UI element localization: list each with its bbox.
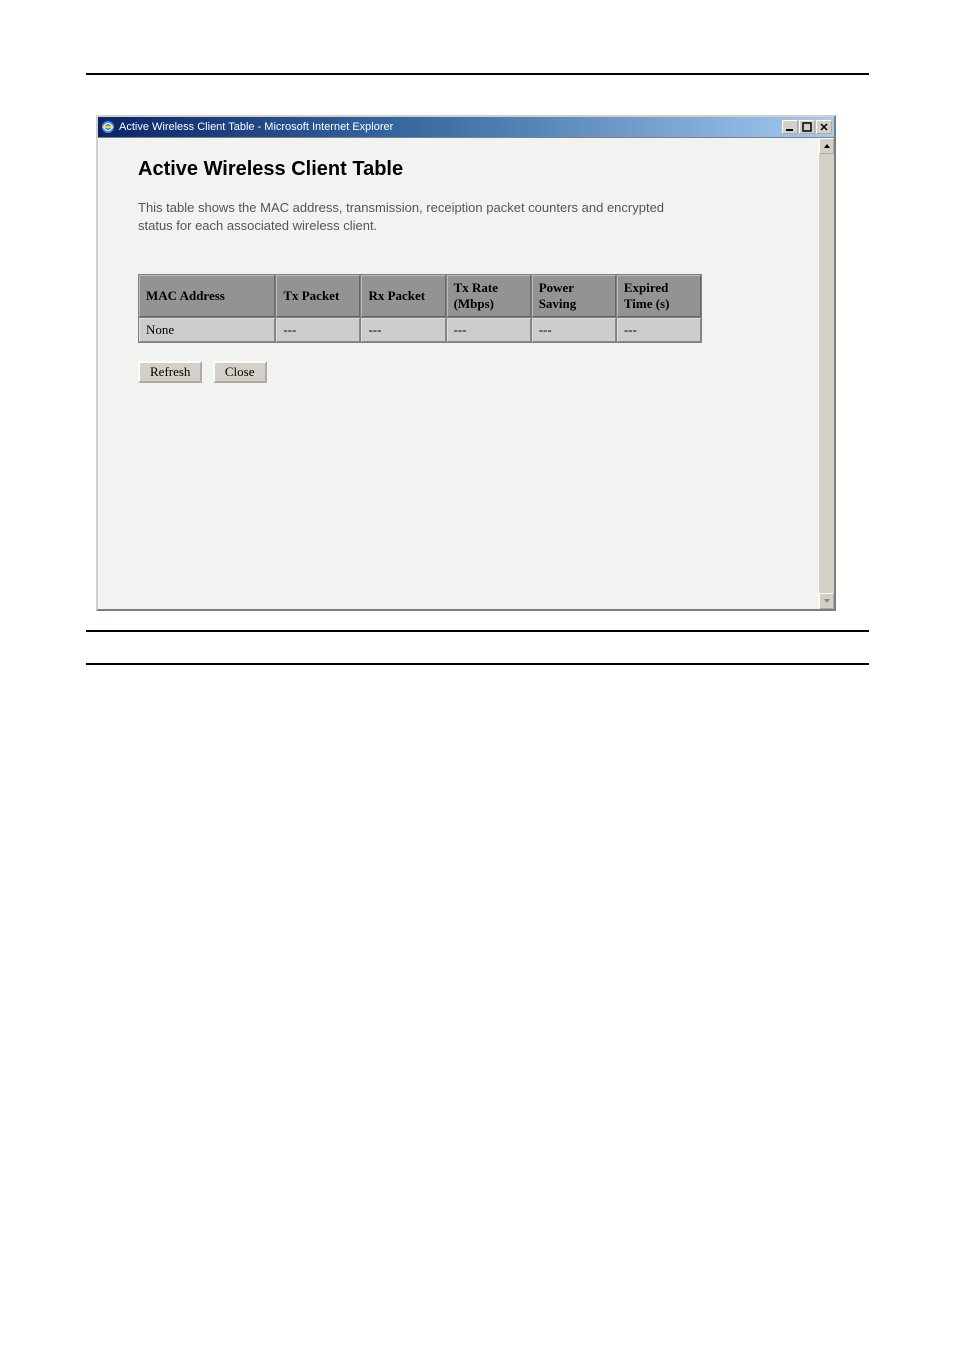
- cell-rx-packet: ---: [361, 318, 445, 342]
- scroll-up-button[interactable]: [819, 138, 834, 154]
- close-button[interactable]: Close: [213, 361, 267, 383]
- browser-window: Active Wireless Client Table - Microsoft…: [96, 115, 836, 611]
- minimize-button[interactable]: [782, 120, 798, 134]
- col-tx-rate: Tx Rate (Mbps): [447, 275, 531, 317]
- table-header-row: MAC Address Tx Packet Rx Packet Tx Rate …: [139, 275, 701, 317]
- cell-mac-address: None: [139, 318, 275, 342]
- cell-power-saving: ---: [532, 318, 616, 342]
- scroll-down-button[interactable]: [819, 593, 834, 609]
- button-row: Refresh Close: [138, 361, 778, 383]
- page-divider-middle-2: [86, 663, 869, 665]
- page-divider-middle-1: [86, 630, 869, 632]
- page-divider-top: [86, 73, 869, 75]
- page-description: This table shows the MAC address, transm…: [138, 199, 698, 234]
- col-tx-packet: Tx Packet: [276, 275, 360, 317]
- cell-expired-time: ---: [617, 318, 701, 342]
- window-buttons: [782, 120, 832, 134]
- page-content: Active Wireless Client Table This table …: [98, 138, 818, 609]
- window-title: Active Wireless Client Table - Microsoft…: [119, 121, 782, 133]
- client-table: MAC Address Tx Packet Rx Packet Tx Rate …: [138, 274, 702, 343]
- col-mac-address: MAC Address: [139, 275, 275, 317]
- close-window-button[interactable]: [816, 120, 832, 134]
- col-rx-packet: Rx Packet: [361, 275, 445, 317]
- cell-tx-packet: ---: [276, 318, 360, 342]
- page-title: Active Wireless Client Table: [138, 158, 778, 181]
- table-row: None --- --- --- --- ---: [139, 318, 701, 342]
- col-power-saving: Power Saving: [532, 275, 616, 317]
- maximize-button[interactable]: [799, 120, 815, 134]
- cell-tx-rate: ---: [447, 318, 531, 342]
- ie-app-icon: [101, 120, 115, 134]
- window-content-area: Active Wireless Client Table This table …: [98, 137, 834, 609]
- vertical-scrollbar[interactable]: [818, 138, 834, 609]
- window-titlebar[interactable]: Active Wireless Client Table - Microsoft…: [98, 117, 834, 137]
- col-expired-time: Expired Time (s): [617, 275, 701, 317]
- refresh-button[interactable]: Refresh: [138, 361, 202, 383]
